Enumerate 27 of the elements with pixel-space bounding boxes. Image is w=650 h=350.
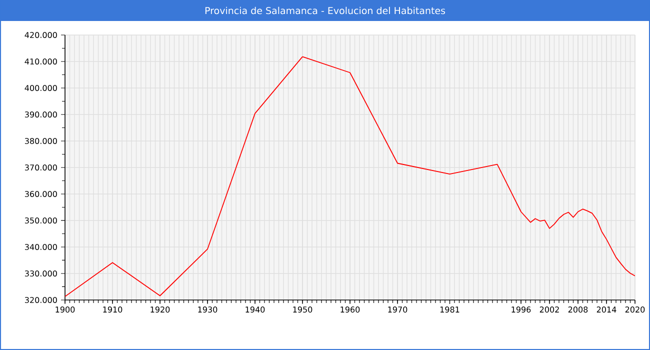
x-tick-label: 1910 — [103, 306, 122, 313]
y-tick-label: 350.000 — [25, 217, 57, 224]
chart-title: Provincia de Salamanca - Evolucion del Habitantes — [205, 6, 446, 14]
x-tick-label: 1960 — [340, 306, 360, 313]
x-tick-label: 1930 — [198, 306, 218, 313]
x-tick-label: 1950 — [293, 306, 312, 313]
y-tick-label: 410.000 — [24, 58, 57, 65]
x-tick-label: 2020 — [625, 306, 645, 313]
y-tick-label: 420.000 — [24, 32, 57, 38]
y-tick-label: 360.000 — [25, 190, 57, 198]
x-tick-label: 2002 — [540, 306, 559, 313]
y-tick-label: 380.000 — [25, 138, 57, 144]
y-tick-label: 370.000 — [25, 164, 57, 171]
y-tick-label: 340.000 — [25, 244, 57, 250]
y-tick-label: 320.000 — [25, 296, 57, 304]
x-tick-label: 1981 — [440, 306, 460, 313]
x-tick-label: 2008 — [568, 306, 588, 313]
x-tick-label: 1920 — [150, 306, 170, 313]
x-tick-label: 1940 — [246, 306, 265, 313]
y-tick-label: 400.000 — [24, 84, 57, 92]
y-tick-label: 390.000 — [25, 111, 57, 118]
line-series — [65, 56, 635, 297]
x-tick-label: 2014 — [596, 306, 616, 313]
y-tick-label: 330.000 — [25, 270, 57, 277]
x-tick-label: 1996 — [512, 306, 531, 313]
x-tick-label: 1970 — [388, 306, 408, 313]
x-tick-label: 1900 — [56, 306, 75, 313]
